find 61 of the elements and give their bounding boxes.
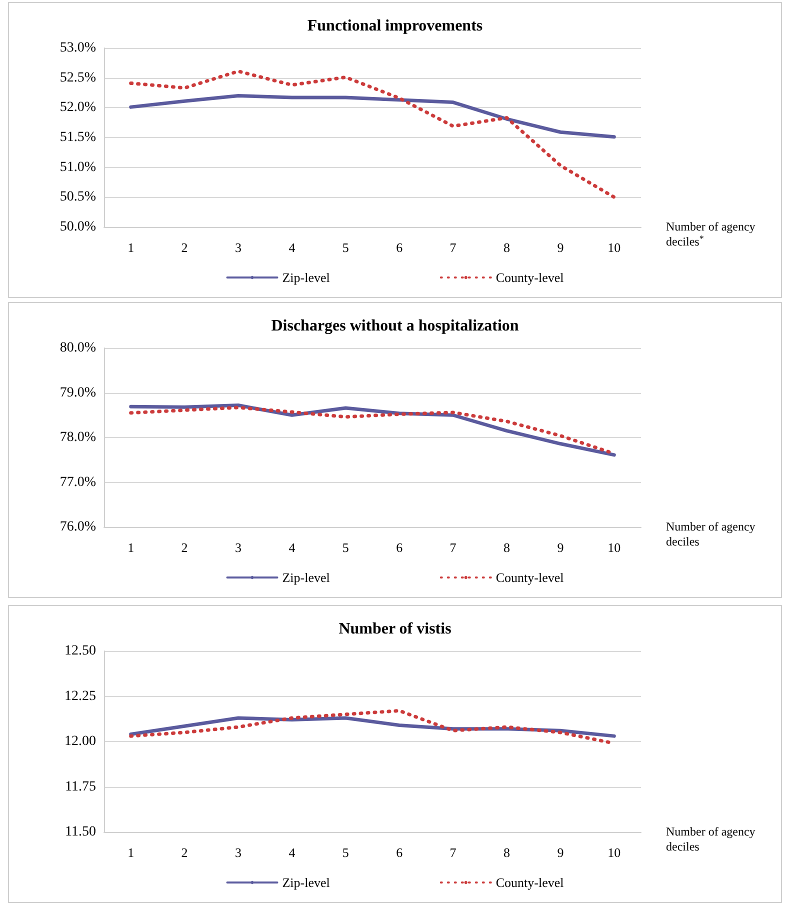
legend-label: Zip-level [282,570,330,585]
y-tick-label: 50.0% [60,220,96,234]
y-tick-label: 50.5% [60,190,96,205]
x-tick-label: 8 [504,540,510,555]
x-tick-label: 3 [235,240,242,255]
x-tick-label: 2 [181,540,188,555]
y-tick-label: 77.0% [60,474,96,490]
chart-title: Functional improvements [307,18,483,34]
x-tick-label: 3 [235,845,242,860]
x-tick-label: 10 [608,540,621,555]
x-tick-label: 5 [342,540,349,555]
x-tick-label: 4 [288,540,296,555]
legend-label: Zip-level [282,270,330,285]
x-tick-label: 5 [342,240,349,255]
x-tick-label: 2 [181,845,188,860]
legend-label: County-level [496,875,564,890]
x-tick-label: 1 [128,540,134,555]
x-tick-label: 10 [608,845,621,860]
y-tick-label: 76.0% [60,520,96,534]
x-tick-label: 7 [450,845,457,860]
line-series [129,94,616,139]
y-tick-label: 12.50 [64,644,96,658]
x-tick-label: 1 [128,240,134,255]
x-tick-label: 7 [450,540,457,555]
y-tick-label: 12.25 [64,688,96,704]
y-tick-label: 51.0% [60,160,96,175]
line-series [129,70,616,199]
x-tick-label: 6 [396,240,404,255]
x-tick-label: 9 [557,845,564,860]
legend-label: Zip-level [282,875,330,890]
x-tick-label: 3 [235,540,242,555]
x-tick-label: 9 [557,540,564,555]
chart-title: Discharges without a hospitalization [271,318,519,334]
x-tick-label: 9 [557,240,564,255]
x-tick-label: 2 [181,240,188,255]
x-tick-label: 4 [288,845,296,860]
y-tick-label: 52.0% [60,100,96,116]
y-tick-label: 80.0% [60,340,96,356]
y-tick-label: 11.75 [65,779,96,794]
x-tick-label: 5 [342,845,349,860]
y-tick-label: 51.5% [60,130,96,145]
x-tick-label: 4 [288,240,296,255]
y-tick-label: 11.50 [65,824,96,840]
y-tick-label: 78.0% [60,430,96,445]
x-axis-title: Number of agency deciles [666,520,756,548]
x-tick-label: 1 [128,845,134,860]
x-tick-label: 10 [608,240,621,255]
x-tick-label: 8 [504,240,510,255]
legend-label: County-level [496,270,564,285]
y-tick-label: 53.0% [60,40,96,56]
x-axis-title: Number of agency deciles [666,824,756,854]
legend-label: County-level [496,570,564,585]
x-axis-title: Number of agency deciles* [666,220,756,248]
x-tick-label: 8 [504,845,510,860]
chart-title: Number of vistis [338,620,452,638]
x-tick-label: 6 [396,540,404,555]
y-tick-label: 12.00 [64,734,96,749]
y-tick-label: 52.5% [60,70,96,86]
x-tick-label: 7 [450,240,457,255]
x-tick-label: 6 [396,845,404,860]
y-tick-label: 79.0% [60,385,96,400]
